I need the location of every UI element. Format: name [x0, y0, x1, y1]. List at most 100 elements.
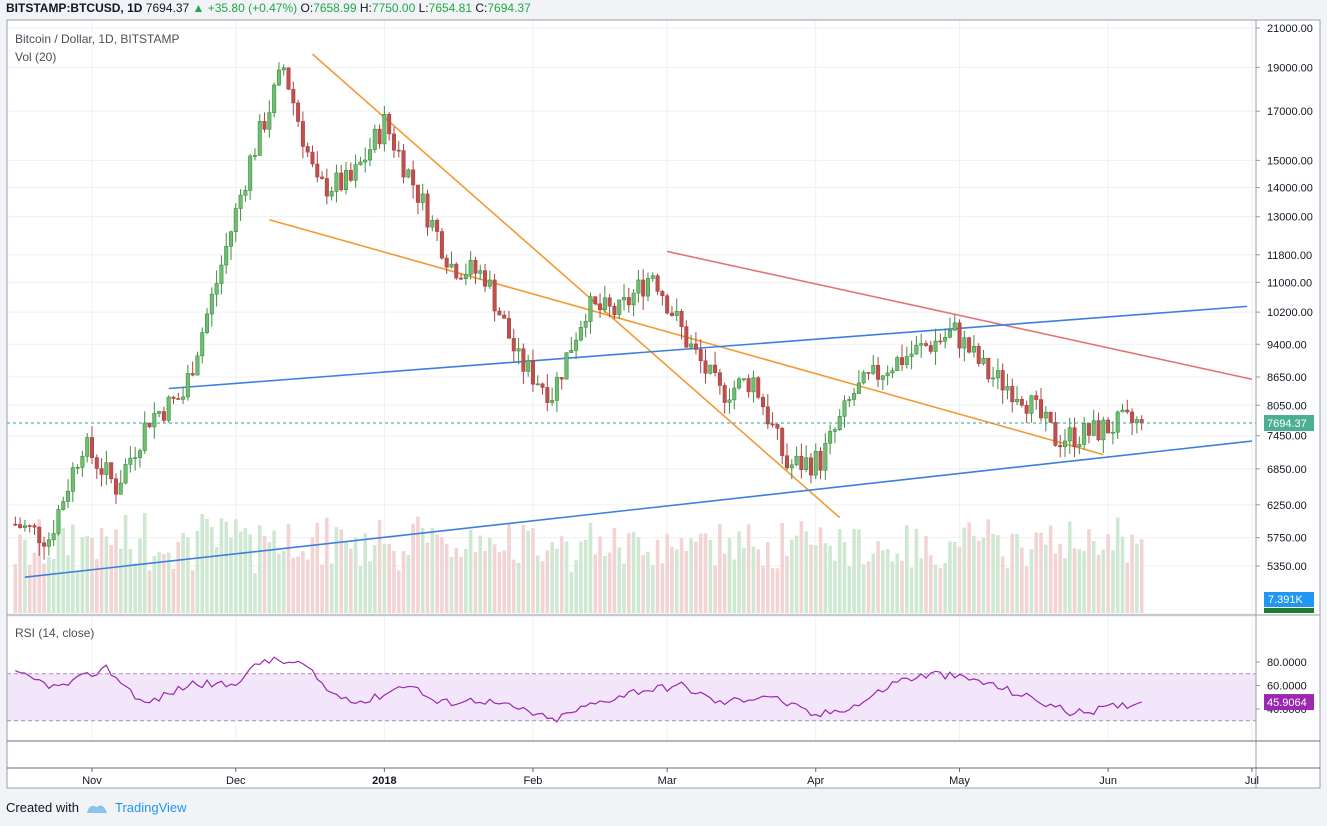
volume-bar [90, 537, 94, 613]
volume-bar [1115, 517, 1120, 613]
candle [622, 297, 627, 301]
volume-bar [924, 535, 928, 613]
volume-bar [233, 519, 238, 613]
volume-bar [799, 521, 804, 613]
volume-bar [1029, 549, 1034, 613]
volume-bar [502, 550, 506, 613]
volume-bar [1072, 548, 1077, 613]
volume-bar [516, 562, 521, 613]
tradingview-logo-icon [86, 804, 107, 813]
volume-bar [1067, 521, 1072, 613]
candle [324, 178, 329, 197]
volume-bar [789, 539, 794, 613]
volume-bar [190, 570, 195, 613]
volume-bar [200, 514, 205, 613]
candle [142, 422, 147, 451]
volume-bar [535, 555, 540, 613]
volume-bar [51, 558, 56, 613]
candle [593, 296, 598, 305]
volume-bar [631, 531, 636, 613]
candle [626, 297, 631, 306]
candle [439, 231, 444, 259]
candle [61, 501, 66, 510]
candle [708, 364, 713, 374]
candle [559, 377, 564, 380]
volume-bar [972, 535, 976, 613]
frame-border [6, 19, 1321, 789]
candle [296, 102, 301, 122]
last-price-tag-label: 7694.37 [1267, 418, 1307, 430]
volume-bar [655, 539, 660, 613]
candle [971, 345, 976, 353]
volume-bar [344, 541, 348, 613]
volume-bar [1048, 525, 1053, 613]
volume-bar [1058, 543, 1062, 613]
candle [272, 84, 277, 113]
candle [1139, 419, 1144, 424]
price-change: ▲ +35.80 (+0.47%) [192, 1, 298, 15]
volume-bar [650, 565, 655, 613]
candle [444, 257, 449, 268]
volume-bar [1015, 533, 1019, 613]
candle [957, 322, 962, 349]
candle [487, 279, 492, 287]
candle [775, 424, 780, 429]
candle [737, 378, 742, 389]
candle [94, 457, 99, 469]
candle [928, 345, 933, 352]
candle [70, 467, 75, 492]
candle [147, 422, 152, 428]
price-tick-label: 11800.00 [1267, 250, 1312, 262]
volume-bar [670, 546, 674, 613]
candle [684, 326, 689, 348]
candle [406, 169, 411, 178]
candle [540, 383, 545, 388]
candle [492, 279, 497, 312]
volume-bar [37, 519, 42, 613]
volume-bar [852, 529, 856, 613]
candle [320, 176, 325, 179]
time-tick-label: Dec [226, 775, 246, 787]
candle [1000, 370, 1005, 391]
candle [660, 291, 665, 297]
candle [32, 525, 37, 528]
volume-bar [210, 527, 214, 613]
candle [1101, 419, 1106, 441]
volume-bar [540, 561, 545, 613]
volume-bar [219, 518, 224, 613]
volume-bar [406, 554, 411, 613]
trend-line-blue [24, 440, 1252, 578]
volume-bar [1111, 550, 1115, 613]
candle [602, 297, 607, 311]
volume-bar [75, 570, 80, 613]
volume-bar [325, 517, 329, 613]
rsi-tick-label: 60.0000 [1267, 681, 1307, 693]
volume-bar [574, 560, 578, 613]
candle [885, 372, 890, 377]
candle [880, 375, 885, 380]
volume-bar [957, 547, 962, 613]
volume-bar [176, 541, 181, 613]
volume-bar [492, 544, 497, 613]
candle [717, 372, 722, 386]
candle [693, 343, 698, 350]
price-tick-label: 13000.00 [1267, 212, 1313, 224]
volume-bar [828, 545, 832, 613]
volume-bar [794, 535, 799, 613]
candle [1062, 440, 1067, 448]
volume-bar [991, 534, 995, 613]
candle [497, 310, 502, 316]
candle [27, 525, 32, 527]
volume-bar [301, 551, 305, 613]
volume-bar [118, 548, 123, 613]
candle [1005, 386, 1010, 391]
tradingview-link[interactable]: TradingView [114, 800, 187, 815]
volume-bar [1135, 543, 1139, 613]
volume-bar [349, 548, 353, 613]
candle [468, 259, 473, 275]
volume-bar [952, 541, 957, 613]
volume-bar [157, 552, 161, 613]
volume-bar [488, 537, 492, 613]
candle [852, 393, 857, 400]
